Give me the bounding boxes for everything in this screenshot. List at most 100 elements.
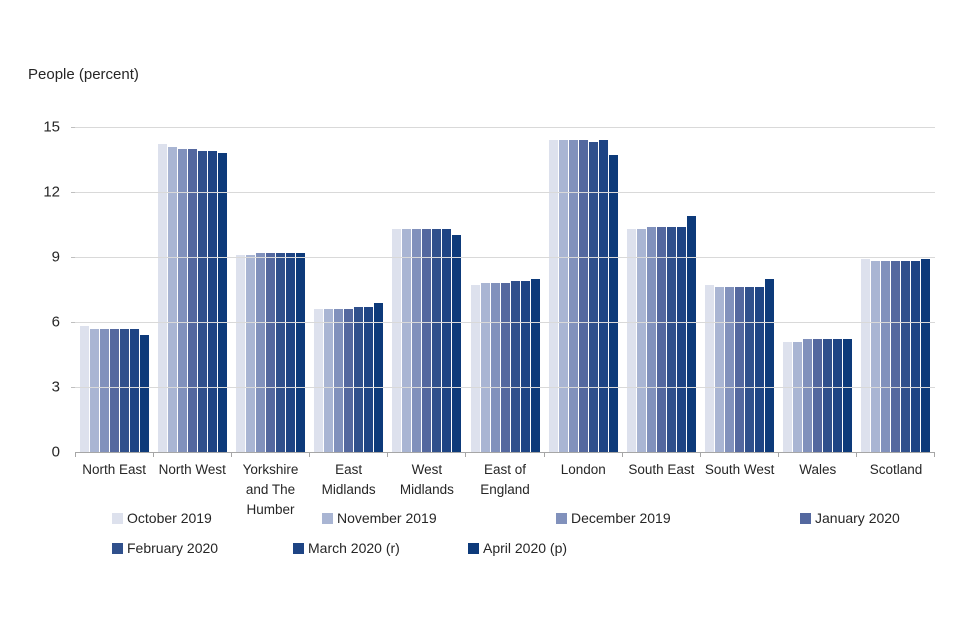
bar [354, 306, 364, 452]
bar [666, 226, 676, 452]
x-category-label: South East [628, 462, 695, 477]
bar [833, 339, 843, 452]
bar [402, 228, 412, 452]
bar [676, 226, 686, 452]
legend-item: March 2020 (r) [293, 540, 400, 556]
bar [793, 341, 803, 452]
bar [119, 328, 129, 452]
bar [442, 228, 452, 452]
bar [129, 328, 139, 452]
bar-group [544, 127, 622, 452]
bar [881, 261, 891, 452]
bar [285, 252, 295, 452]
bar [452, 235, 462, 452]
bar [861, 259, 871, 452]
bar [783, 341, 793, 452]
bar-group [622, 127, 700, 452]
x-category-label: East Midlands [321, 462, 376, 497]
bar [207, 150, 217, 452]
bar [295, 252, 305, 452]
x-category-label: London [560, 462, 606, 477]
legend-swatch-icon [800, 512, 811, 524]
bar [530, 278, 540, 452]
legend-swatch-icon [293, 542, 304, 554]
bar [364, 306, 374, 452]
bar [823, 339, 833, 452]
bar [558, 140, 568, 452]
bar-group [231, 127, 309, 452]
y-axis: 0 3 6 9 12 15 [20, 119, 60, 461]
bar [245, 254, 255, 452]
bar [626, 228, 636, 452]
legend-label: December 2019 [571, 510, 671, 526]
bar-group [857, 127, 935, 452]
bar [891, 261, 901, 452]
x-tick [309, 452, 387, 457]
legend-label: October 2019 [127, 510, 212, 526]
bar [921, 259, 931, 452]
plot-area [71, 127, 935, 453]
bar [745, 287, 755, 452]
x-category-label: South West [704, 462, 775, 477]
y-tick-label: 12 [43, 183, 60, 201]
bar [598, 140, 608, 452]
x-tick [855, 452, 936, 457]
x-axis-labels: North East North West Yorkshire and The Hu… [75, 460, 935, 520]
y-tick-label: 0 [51, 443, 60, 461]
x-tick [543, 452, 622, 457]
legend-swatch-icon [112, 512, 123, 524]
bar [646, 226, 656, 452]
bar [265, 252, 275, 452]
legend-label: February 2020 [127, 540, 219, 556]
bar-group [701, 127, 779, 452]
x-tick [699, 452, 778, 457]
legend-swatch-icon [556, 512, 567, 524]
x-tick [777, 452, 856, 457]
gridline [71, 322, 935, 323]
bar [139, 335, 149, 452]
x-category-label: West Midlands [399, 462, 454, 497]
bar [432, 228, 442, 452]
x-category-label: North West [158, 462, 226, 477]
bar-group [466, 127, 544, 452]
x-category-label: North East [82, 462, 146, 477]
legend-swatch-icon [112, 542, 123, 554]
bar-group [779, 127, 857, 452]
bar [588, 142, 598, 452]
bar [490, 283, 500, 452]
bar [725, 287, 735, 452]
x-category-label: Scotland [869, 462, 923, 477]
bar [755, 287, 765, 452]
bar [392, 228, 402, 452]
bar [255, 252, 265, 452]
bar [157, 144, 167, 452]
bar [901, 261, 911, 452]
bar [79, 326, 89, 452]
bar [705, 285, 715, 452]
bar [510, 280, 520, 452]
bar [217, 153, 227, 452]
x-tick [387, 452, 465, 457]
bar [608, 155, 618, 452]
bar [636, 228, 646, 452]
bar [480, 283, 490, 452]
legend-row-2: February 2020 March 2020 (r) April 2020 (p… [0, 540, 960, 560]
bar [765, 278, 775, 452]
bar-group [388, 127, 466, 452]
bar [500, 283, 510, 452]
bar [656, 226, 666, 452]
gridline [71, 127, 935, 128]
bar [99, 328, 109, 452]
bar [803, 339, 813, 452]
bar [422, 228, 432, 452]
x-axis-line [75, 452, 935, 453]
legend-label: April 2020 (p) [483, 540, 568, 556]
x-tick [75, 452, 153, 457]
bar [324, 309, 334, 452]
legend-label: November 2019 [337, 510, 437, 526]
bar [735, 287, 745, 452]
bar [911, 261, 921, 452]
bar-groups [75, 127, 935, 452]
x-tick [465, 452, 543, 457]
bar [374, 302, 384, 452]
